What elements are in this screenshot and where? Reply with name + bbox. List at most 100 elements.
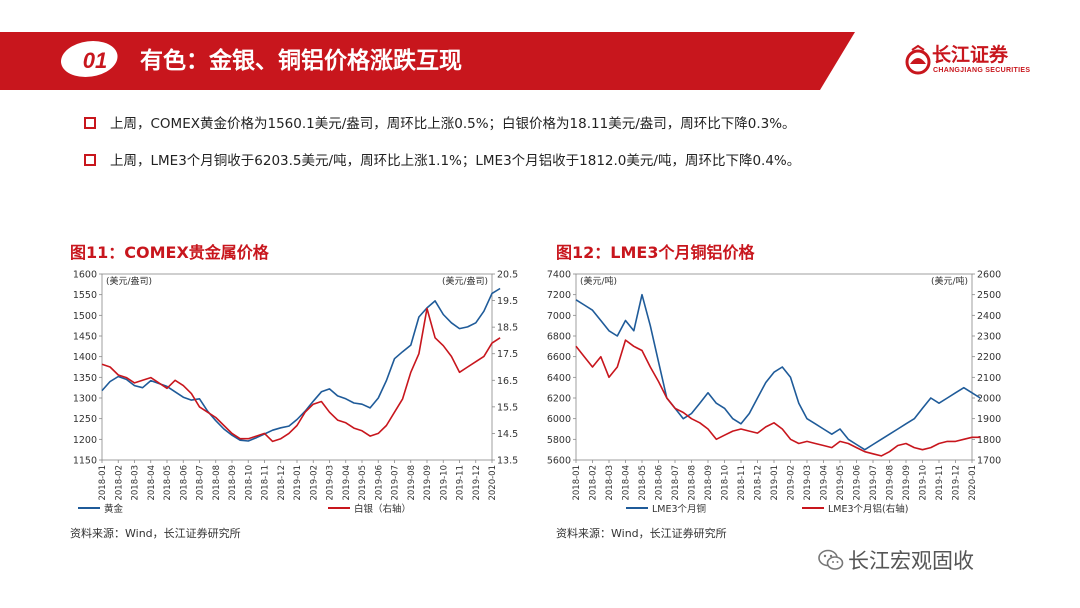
x-tick-label: 2018-05 — [163, 465, 173, 501]
left-tick-label: 1250 — [73, 414, 97, 425]
x-tick-label: 2018-01 — [572, 465, 582, 501]
x-tick-label: 2019-07 — [869, 465, 879, 501]
right-tick-label: 18.5 — [497, 323, 518, 334]
x-tick-label: 2018-09 — [228, 465, 238, 501]
x-tick-label: 2019-08 — [407, 465, 417, 501]
x-tick-label: 2018-05 — [638, 465, 648, 501]
left-tick-label: 1200 — [73, 435, 97, 446]
x-tick-label: 2019-02 — [787, 465, 797, 501]
left-tick-label: 5800 — [547, 435, 571, 446]
right-tick-label: 19.5 — [497, 296, 518, 307]
changjiang-logo-icon — [905, 44, 931, 75]
left-tick-label: 1400 — [73, 352, 97, 363]
section-number-badge: 01 — [82, 48, 108, 73]
right-tick-label: 13.5 — [497, 456, 518, 467]
right-tick-label: 2500 — [977, 290, 1001, 301]
right-tick-label: 17.5 — [497, 349, 518, 360]
x-tick-label: 2018-07 — [671, 465, 681, 501]
figure-11-title: 图11：COMEX贵金属价格 — [70, 243, 269, 262]
x-tick-label: 2019-12 — [472, 465, 482, 501]
logo-text-cn: 长江证券 — [932, 44, 1009, 66]
left-tick-label: 5600 — [547, 456, 571, 467]
bullet-square-icon — [84, 154, 96, 166]
x-tick-label: 2019-06 — [374, 465, 384, 501]
footer-brand: 长江宏观固收 — [848, 549, 974, 573]
right-tick-label: 16.5 — [497, 376, 518, 387]
x-tick-label: 2020-01 — [968, 465, 978, 501]
x-tick-label: 2019-05 — [358, 465, 368, 501]
plot-area — [575, 273, 973, 461]
right-tick-label: 2000 — [977, 394, 1001, 405]
chart-lme-copper-aluminum: 7400 7200 7000 6800 6600 6400 6200 6000 5800 5600… — [547, 270, 1001, 516]
x-tick-label: 2018-07 — [196, 465, 206, 501]
right-tick-label: 15.5 — [497, 402, 518, 413]
header-banner — [0, 32, 855, 90]
left-tick-label: 1300 — [73, 394, 97, 405]
left-tick-label: 6000 — [547, 414, 571, 425]
logo-text-en: CHANGJIANG SECURITIES — [933, 67, 1031, 74]
right-axis-unit: (美元/吨) — [931, 275, 968, 287]
x-tick-label: 2020-01 — [488, 465, 498, 501]
x-tick-label: 2019-10 — [919, 465, 929, 501]
x-tick-label: 2019-08 — [886, 465, 896, 501]
legend-entry: LME3个月铝(右轴) — [828, 503, 908, 515]
left-tick-label: 1350 — [73, 373, 97, 384]
bullet-square-icon — [84, 117, 96, 129]
x-tick-label: 2019-12 — [952, 465, 962, 501]
x-tick-label: 2018-12 — [277, 465, 287, 501]
right-tick-label: 20.5 — [497, 270, 518, 281]
legend-entry: LME3个月铜 — [652, 503, 706, 515]
right-tick-label: 1800 — [977, 435, 1001, 446]
left-axis-unit: (美元/盎司) — [106, 275, 152, 287]
x-tick-label: 2018-03 — [131, 465, 141, 501]
x-tick-label: 2019-02 — [309, 465, 319, 501]
x-tick-label: 2018-04 — [147, 465, 157, 501]
wechat-icon — [818, 549, 844, 570]
x-tick-label: 2019-01 — [770, 465, 780, 501]
x-tick-label: 2018-11 — [737, 465, 747, 501]
right-tick-label: 2600 — [977, 270, 1001, 281]
x-tick-label: 2018-08 — [688, 465, 698, 501]
left-tick-label: 6800 — [547, 332, 571, 343]
left-tick-label: 7400 — [547, 270, 571, 281]
x-tick-label: 2019-07 — [391, 465, 401, 501]
right-axis-unit: (美元/盎司) — [442, 275, 488, 287]
left-tick-label: 6400 — [547, 373, 571, 384]
x-tick-label: 2019-09 — [902, 465, 912, 501]
x-tick-label: 2018-02 — [114, 465, 124, 501]
left-axis-unit: (美元/吨) — [580, 275, 617, 287]
x-tick-label: 2019-04 — [342, 465, 352, 501]
right-tick-label: 2400 — [977, 311, 1001, 322]
left-tick-label: 7000 — [547, 311, 571, 322]
legend-entry: 白银（右轴） — [354, 503, 411, 515]
x-tick-label: 2018-02 — [589, 465, 599, 501]
series-line-secondary — [575, 339, 981, 457]
x-tick-label: 2019-10 — [439, 465, 449, 501]
x-tick-label: 2019-09 — [423, 465, 433, 501]
bullet-text: 上周，COMEX黄金价格为1560.1美元/盎司，周环比上涨0.5%；白银价格为… — [110, 116, 796, 132]
x-tick-label: 2018-10 — [244, 465, 254, 501]
chart-comex-precious-metals: 1600 1550 1500 1450 1400 1350 1300 1250 1200 1150… — [73, 270, 518, 516]
x-tick-label: 2018-10 — [721, 465, 731, 501]
right-tick-label: 2300 — [977, 332, 1001, 343]
x-tick-label: 2018-03 — [605, 465, 615, 501]
bullet-copper-aluminum: 上周，LME3个月铜收于6203.5美元/吨，周环比上涨1.1%；LME3个月铝… — [84, 151, 800, 171]
x-tick-label: 2018-08 — [212, 465, 222, 501]
left-tick-label: 1500 — [73, 311, 97, 322]
left-tick-label: 6200 — [547, 394, 571, 405]
left-tick-label: 1600 — [73, 270, 97, 281]
bullet-gold-silver: 上周，COMEX黄金价格为1560.1美元/盎司，周环比上涨0.5%；白银价格为… — [84, 114, 796, 134]
x-tick-label: 2018-04 — [622, 465, 632, 501]
legend-entry: 黄金 — [104, 503, 124, 515]
right-tick-label: 2100 — [977, 373, 1001, 384]
x-tick-label: 2019-06 — [853, 465, 863, 501]
x-tick-label: 2019-05 — [836, 465, 846, 501]
x-tick-label: 2019-11 — [935, 465, 945, 501]
left-tick-label: 1550 — [73, 290, 97, 301]
series-line-primary — [575, 293, 981, 451]
figure-12-source: 资料来源：Wind，长江证券研究所 — [556, 527, 727, 540]
right-tick-label: 1900 — [977, 414, 1001, 425]
x-tick-label: 2019-03 — [326, 465, 336, 501]
x-tick-label: 2018-12 — [754, 465, 764, 501]
x-tick-label: 2018-06 — [655, 465, 665, 501]
